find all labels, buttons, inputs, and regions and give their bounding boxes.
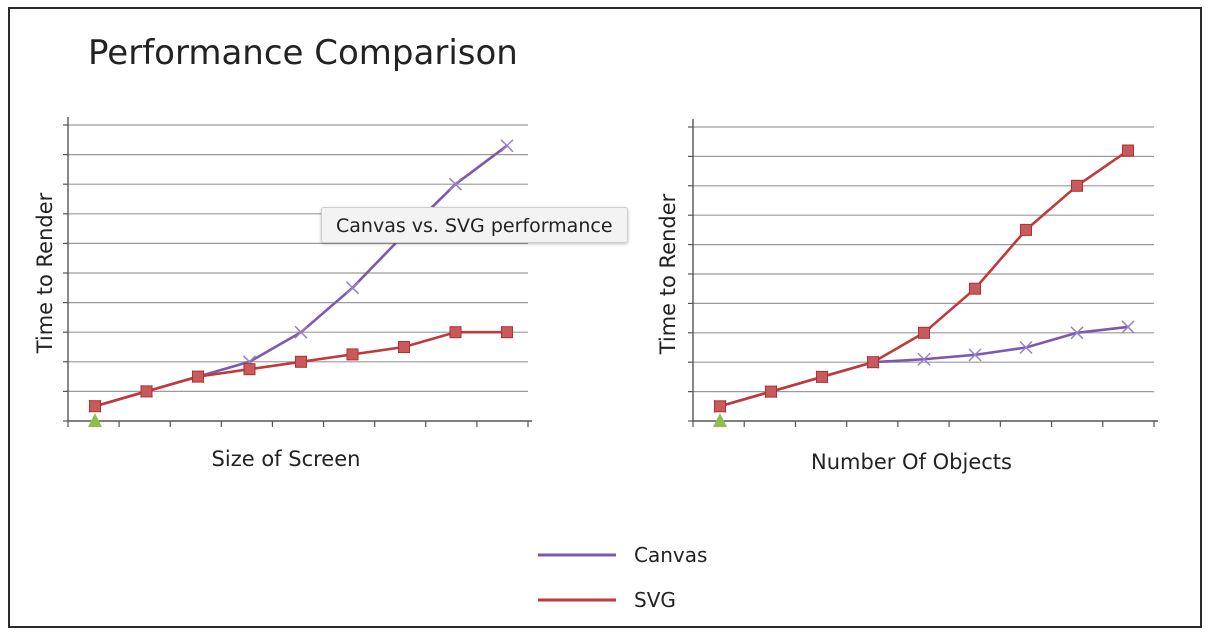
data-point-svg <box>714 400 726 413</box>
legend-label: Canvas <box>634 543 707 567</box>
chart-canvas: Performance Comparison Time to Render Siz… <box>33 33 1158 612</box>
data-point-canvas <box>1070 326 1084 340</box>
data-point-svg <box>501 326 513 339</box>
series-line-svg <box>719 149 1129 408</box>
data-point-svg <box>1020 223 1032 236</box>
chart-title: Performance Comparison <box>88 33 518 73</box>
series-line-svg <box>94 330 507 408</box>
data-point-svg <box>1071 179 1083 192</box>
series-canvas <box>88 139 514 413</box>
data-point-svg <box>243 363 256 376</box>
data-point-svg <box>918 326 930 339</box>
chart-frame: Performance Comparison Time to Render Siz… <box>8 7 1202 628</box>
data-point-svg <box>192 370 204 383</box>
data-point-svg <box>89 400 101 413</box>
legend-item-svg: SVG <box>538 588 676 612</box>
data-point-svg <box>816 370 828 383</box>
series-svg <box>89 326 513 413</box>
legend-label: SVG <box>634 588 676 612</box>
data-point-svg <box>346 348 359 361</box>
origin-marker-icon <box>88 413 102 427</box>
x-axis-label: Size of Screen <box>212 447 361 471</box>
data-point-canvas <box>500 139 514 153</box>
data-point-svg <box>765 385 777 398</box>
y-axis-label: Time to Render <box>33 192 57 354</box>
chart-2: Time to Render Number Of Objects <box>656 119 1158 474</box>
x-axis-label: Number Of Objects <box>811 450 1012 474</box>
data-point-svg <box>398 341 410 353</box>
origin-marker-icon <box>713 413 727 427</box>
data-point-canvas <box>917 352 931 366</box>
data-point-svg <box>1122 144 1134 157</box>
data-point-svg <box>969 282 981 295</box>
data-point-svg <box>140 385 153 398</box>
data-point-svg <box>449 326 462 339</box>
series-line-canvas <box>719 325 1129 408</box>
data-point-canvas <box>448 177 463 191</box>
chart-1: Time to Render Size of Screen <box>33 117 532 471</box>
data-point-svg <box>295 355 307 368</box>
data-point-svg <box>867 356 879 369</box>
data-point-canvas <box>968 348 982 362</box>
data-point-canvas <box>345 281 360 295</box>
legend-item-canvas: Canvas <box>538 543 707 567</box>
data-point-canvas <box>1019 340 1033 355</box>
tooltip: Canvas vs. SVG performance <box>321 207 628 243</box>
y-axis-label: Time to Render <box>656 193 680 355</box>
data-point-canvas <box>1121 320 1135 334</box>
series-svg <box>714 144 1134 413</box>
data-point-canvas <box>294 325 308 339</box>
legend: Canvas SVG <box>538 543 707 612</box>
